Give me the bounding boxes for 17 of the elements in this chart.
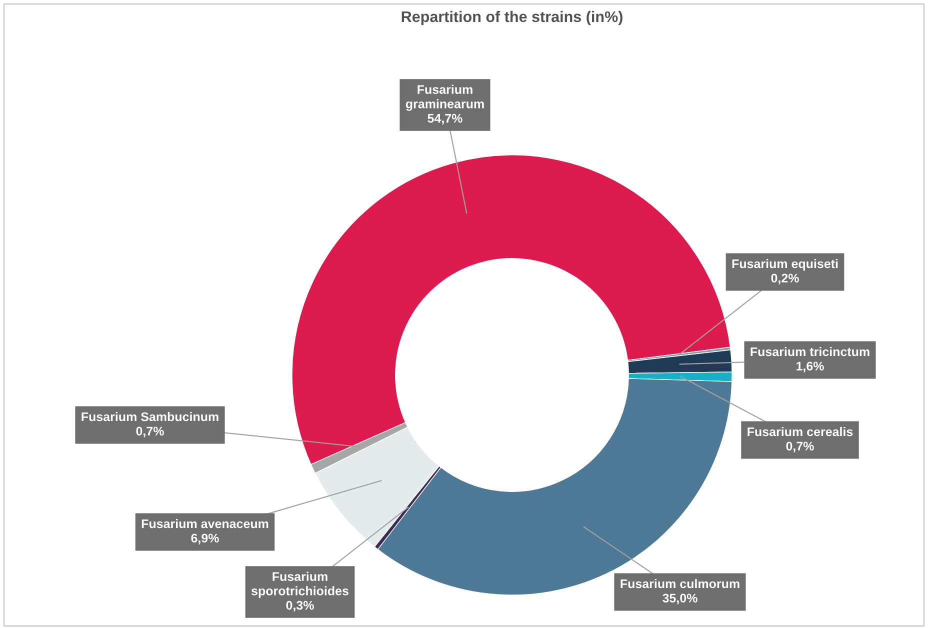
- slice-label: Fusarium graminearum: [406, 84, 484, 111]
- chart-title: Repartition of the strains (in%): [402, 10, 622, 26]
- slice-label: Fusarium equiseti: [732, 258, 838, 271]
- slice-label: Fusarium sporotrichioides: [251, 572, 348, 598]
- data-label: 54,7%: [428, 114, 462, 125]
- data-label: 6,9%: [191, 534, 219, 544]
- slice-label: Fusarium tricinctum: [750, 346, 870, 356]
- slice-label: Fusarium avenaceum: [142, 518, 268, 528]
- data-label: 35,0%: [662, 594, 698, 604]
- slice-label: Fusarium Sambucinum: [82, 412, 218, 422]
- data-label: 1,6%: [796, 362, 824, 372]
- data-label: 0,7%: [136, 426, 164, 438]
- slice-label: Fusarium cerealis: [748, 426, 853, 436]
- slice-label: Fusarium culmorum: [620, 578, 740, 588]
- data-label: 0,7%: [786, 442, 814, 452]
- data-label: 0,2%: [771, 274, 799, 284]
- data-label: 0,3%: [286, 600, 314, 612]
